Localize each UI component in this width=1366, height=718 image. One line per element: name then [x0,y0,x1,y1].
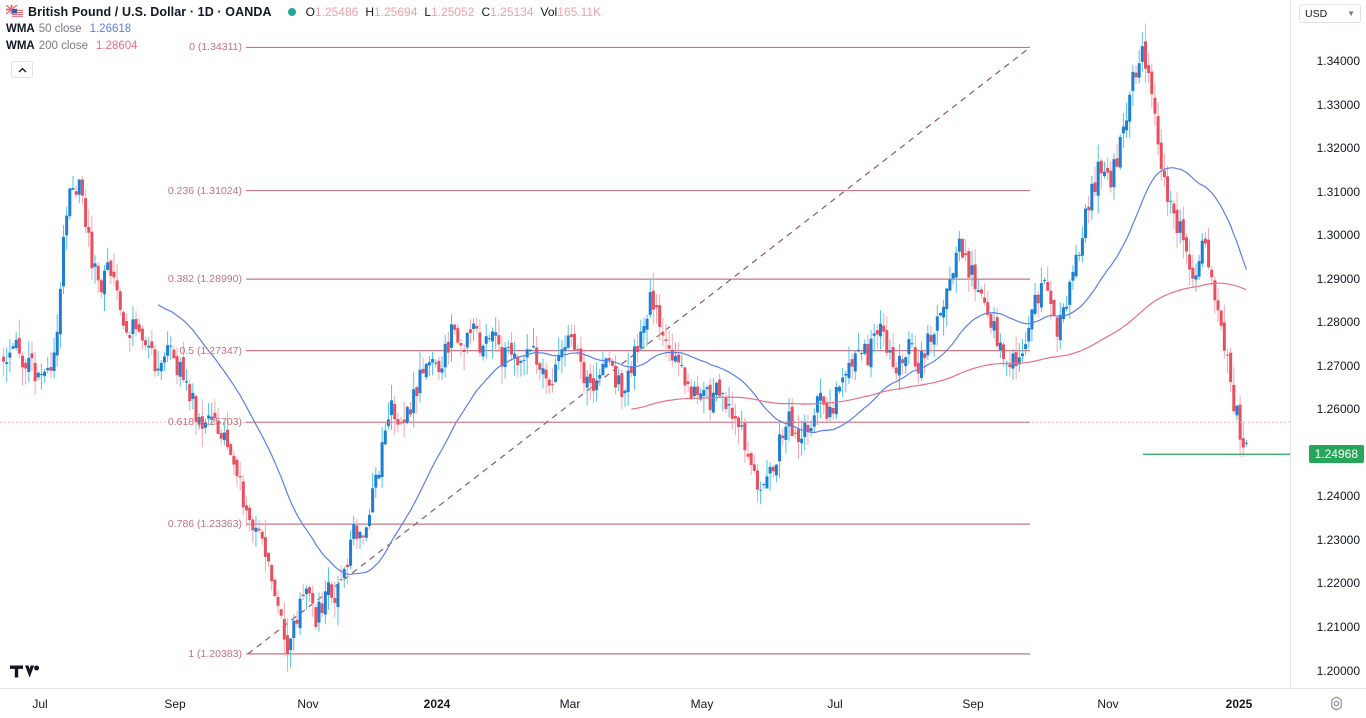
price-tick: 1.24000 [1316,489,1360,504]
price-tick: 1.33000 [1316,97,1360,112]
chevron-down-icon: ▼ [1347,8,1355,18]
time-scale[interactable]: Jul Sep Nov 2024 Mar May Jul Sep Nov 2025 [0,688,1366,718]
currency-label: USD [1305,7,1328,20]
legend-indicator-wma50[interactable]: WMA 50 close 1.26618 [6,21,608,37]
ohlc-close-key: C [481,4,491,19]
current-price-badge: 1.24968 [1308,445,1364,464]
price-tick: 1.27000 [1316,358,1360,373]
ohlc-high-value: 1.25694 [374,4,418,19]
ohlc-vol-key: Vol [540,4,558,19]
chart-canvas [0,23,1290,672]
price-tick: 1.22000 [1316,576,1360,591]
ohlc-high-key: H [365,4,374,19]
ohlc-low-value: 1.25052 [431,4,475,19]
ohlc-low-key: L [424,4,432,19]
fib-level-label: 0 (1.34311) [189,41,242,54]
chart-plot-area[interactable] [0,0,1290,688]
price-tick: 1.29000 [1316,271,1360,286]
time-tick: Sep [164,697,186,711]
legend-indicator-wma200[interactable]: WMA 200 close 1.28604 [6,38,608,54]
currency-select[interactable]: USD ▼ [1299,4,1361,23]
chevron-up-icon [18,67,27,73]
time-tick: Nov [297,697,319,711]
price-tick: 1.32000 [1316,141,1360,156]
fib-level-label: 0.618 (1.25703) [167,416,242,429]
price-tick: 1.28000 [1316,315,1360,330]
time-tick: 2024 [423,697,451,711]
time-tick: Mar [559,697,581,711]
wma200-name: WMA [6,40,35,52]
wma50-args: 50 close [38,23,82,35]
tradingview-logo[interactable] [10,663,40,682]
wma50-value: 1.26618 [89,23,132,35]
time-tick: Jul [827,697,843,711]
legend-collapse-button[interactable] [11,61,33,78]
time-tick: 2025 [1225,697,1253,711]
market-open-dot [287,7,296,16]
price-tick: 1.21000 [1316,620,1360,635]
ohlc-values: O1.25486 H1.25694 L1.25052 C1.25134 Vol165.1… [306,5,608,19]
fib-level-label: 0.786 (1.23363) [167,518,242,531]
chart-legend: British Pound / U.S. Dollar · 1D · OANDA… [5,3,608,54]
fib-level-label: 0.382 (1.28990) [167,273,242,286]
price-tick: 1.34000 [1316,53,1360,68]
time-tick: May [690,697,714,711]
time-tick: Nov [1097,697,1119,711]
price-scale[interactable]: USD ▼ 1.350001.340001.330001.320001.3100… [1290,0,1366,688]
ohlc-close-value: 1.25134 [490,4,534,19]
price-tick: 1.26000 [1316,402,1360,417]
ohlc-vol-value: 165.11K [557,4,602,19]
gbp-usd-flag-icon [5,4,24,19]
clock-settings-icon[interactable] [1329,696,1344,711]
symbol-title[interactable]: British Pound / U.S. Dollar · 1D · OANDA [28,4,272,19]
price-tick: 1.23000 [1316,532,1360,547]
price-tick: 1.30000 [1316,228,1360,243]
fib-level-label: 1 (1.20383) [188,647,242,660]
fib-level-label: 0.236 (1.31024) [167,184,242,197]
time-tick: Jul [32,697,48,711]
time-tick: Sep [962,697,984,711]
wma50-name: WMA [6,23,35,35]
wma200-value: 1.28604 [95,40,138,52]
ohlc-open-key: O [305,4,315,19]
legend-symbol-row[interactable]: British Pound / U.S. Dollar · 1D · OANDA… [5,3,608,20]
price-tick: 1.20000 [1316,663,1360,678]
price-tick: 1.31000 [1316,184,1360,199]
fib-level-label: 0.5 (1.27347) [179,344,242,357]
wma200-args: 200 close [38,40,88,52]
ohlc-open-value: 1.25486 [314,4,359,19]
